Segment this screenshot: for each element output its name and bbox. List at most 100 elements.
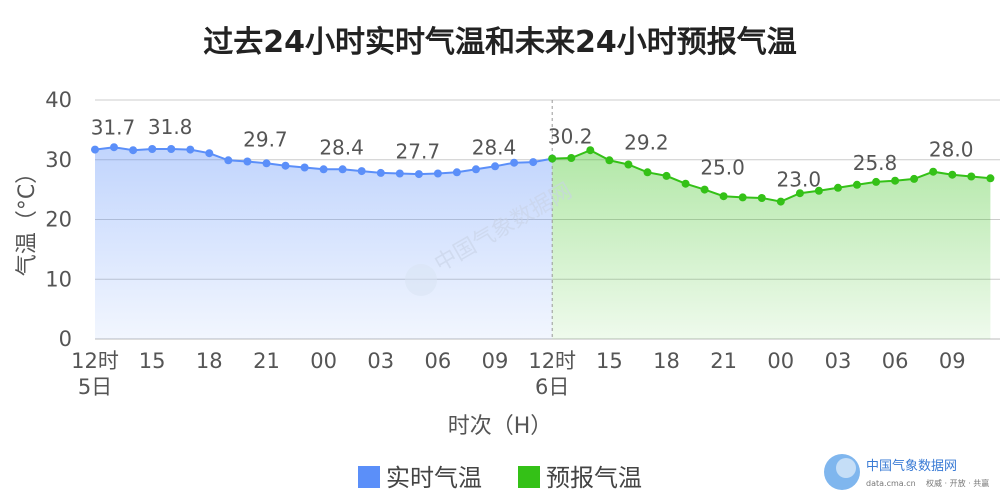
x-tick-label: 00: [310, 349, 337, 373]
data-labels: 31.7 31.8 29.7 28.4 27.7 28.4 30.2 29.2 25.0 23.0…: [91, 115, 974, 192]
y-axis-ticks: 0 10 20 30 40: [45, 88, 72, 351]
x-tick-label: 06: [425, 349, 452, 373]
data-point: [795, 189, 804, 198]
x-tick-label: 15: [139, 349, 166, 373]
x-tick-sublabel: 6日: [535, 375, 569, 399]
y-tick-label: 30: [45, 148, 72, 172]
data-point: [129, 146, 138, 155]
data-label: 31.7: [91, 116, 136, 140]
y-tick-label: 0: [59, 327, 72, 351]
data-point: [319, 165, 328, 174]
data-point: [472, 165, 480, 174]
data-point: [967, 172, 976, 181]
data-point: [757, 194, 766, 202]
data-point: [357, 167, 366, 176]
data-point: [452, 168, 461, 177]
site-logo-url: data.cma.cn: [866, 479, 916, 488]
data-label: 25.8: [853, 151, 898, 175]
x-tick-label: 15: [596, 349, 623, 373]
legend-swatch-actual: [358, 466, 380, 488]
data-point: [681, 179, 690, 188]
data-point: [243, 157, 252, 166]
x-tick-sublabel: 5日: [78, 375, 112, 399]
y-tick-label: 10: [45, 267, 72, 291]
data-point: [510, 158, 519, 167]
site-logo[interactable]: 中国气象数据网 data.cma.cn 权威 · 开放 · 共赢: [824, 454, 989, 490]
x-tick-label: 00: [767, 349, 794, 373]
data-point: [224, 156, 233, 165]
legend-item-forecast[interactable]: 预报气温: [518, 464, 642, 492]
legend-item-actual[interactable]: 实时气温: [358, 464, 482, 492]
data-label: 23.0: [777, 168, 822, 192]
series-area-0: [95, 147, 553, 339]
x-tick-label: 21: [253, 349, 280, 373]
data-point: [91, 145, 99, 154]
site-logo-slogan: 权威 · 开放 · 共赢: [926, 478, 989, 488]
x-axis-title: 时次（H）: [448, 414, 553, 439]
data-point: [395, 169, 404, 178]
data-point: [414, 170, 423, 179]
y-tick-label: 20: [45, 208, 72, 232]
series-area-1: [552, 150, 991, 339]
data-point: [205, 149, 214, 158]
data-point: [910, 174, 919, 183]
data-point: [167, 145, 176, 153]
x-tick-label: 03: [367, 349, 394, 373]
data-label: 29.2: [624, 131, 669, 155]
x-tick-label: 21: [710, 349, 737, 373]
data-point: [110, 143, 118, 152]
x-tick-label: 18: [653, 349, 680, 373]
data-point: [491, 162, 500, 171]
data-point: [853, 180, 861, 189]
x-tick-label: 03: [825, 349, 852, 373]
data-point: [776, 197, 785, 206]
data-point: [814, 186, 823, 195]
legend-swatch-forecast: [518, 466, 540, 488]
data-point: [700, 185, 709, 194]
data-point: [891, 176, 900, 185]
data-label: 28.4: [472, 135, 517, 159]
x-tick-label: 09: [939, 349, 966, 373]
data-point: [567, 154, 576, 162]
x-tick-label: 09: [482, 349, 509, 373]
watermark-logo-icon: [405, 264, 437, 296]
data-point: [986, 174, 995, 183]
legend: 实时气温 预报气温: [358, 464, 642, 492]
data-point: [586, 146, 595, 155]
data-label: 29.7: [243, 128, 288, 152]
data-point: [624, 160, 633, 169]
data-point: [738, 193, 747, 202]
data-point: [148, 145, 157, 153]
site-logo-swirl-icon: [836, 458, 856, 478]
y-axis-title: 气温（°C）: [15, 162, 40, 276]
data-point: [376, 168, 385, 177]
x-tick-label: 12时: [71, 349, 119, 373]
data-point: [948, 170, 957, 179]
y-tick-label: 40: [45, 88, 72, 112]
data-point: [662, 171, 671, 180]
data-point: [529, 158, 538, 167]
data-point: [719, 192, 728, 201]
data-point: [929, 167, 938, 176]
data-points: [91, 143, 995, 206]
legend-label-forecast: 预报气温: [546, 464, 642, 492]
data-point: [338, 165, 347, 174]
data-point: [262, 159, 271, 168]
x-tick-label: 06: [882, 349, 909, 373]
data-label: 28.4: [319, 135, 364, 159]
x-tick-label: 18: [196, 349, 223, 373]
data-label: 28.0: [929, 138, 974, 162]
data-point: [300, 163, 309, 172]
data-label: 25.0: [700, 156, 745, 180]
area-fills: [95, 147, 991, 339]
data-label: 27.7: [396, 139, 441, 163]
x-tick-label: 12时: [528, 349, 576, 373]
data-point: [872, 177, 881, 186]
data-point: [605, 156, 614, 165]
data-label: 30.2: [548, 125, 593, 149]
chart-title: 过去24小时实时气温和未来24小时预报气温: [203, 25, 797, 60]
data-point: [548, 154, 557, 163]
data-point: [834, 183, 842, 192]
